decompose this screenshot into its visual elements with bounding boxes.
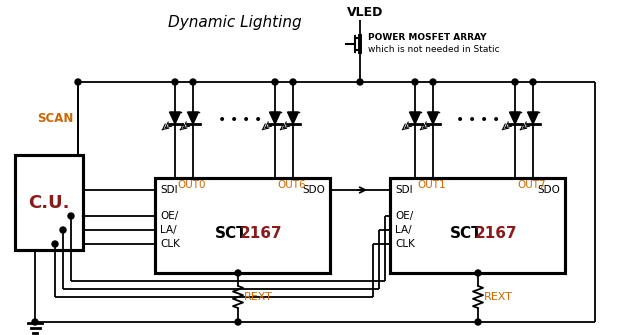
Polygon shape: [269, 112, 281, 124]
Text: REXT: REXT: [244, 292, 273, 302]
Text: SDI: SDI: [395, 185, 413, 195]
Text: C.U.: C.U.: [28, 194, 70, 211]
Circle shape: [530, 79, 536, 85]
Bar: [390, 178, 565, 273]
Polygon shape: [427, 112, 439, 124]
Polygon shape: [187, 112, 199, 124]
Text: •: •: [468, 113, 476, 127]
Text: 2167: 2167: [475, 225, 517, 241]
Polygon shape: [288, 112, 298, 124]
Circle shape: [190, 79, 196, 85]
Circle shape: [32, 319, 38, 325]
Text: SCAN: SCAN: [37, 112, 73, 125]
Text: POWER MOSFET ARRAY: POWER MOSFET ARRAY: [368, 34, 487, 43]
Text: 2167: 2167: [240, 225, 283, 241]
Circle shape: [272, 79, 278, 85]
Polygon shape: [170, 112, 180, 124]
Circle shape: [68, 213, 74, 219]
Circle shape: [412, 79, 418, 85]
Text: •: •: [480, 113, 488, 127]
Circle shape: [75, 79, 81, 85]
Text: OUT7: OUT7: [517, 180, 546, 190]
Text: OE/: OE/: [160, 211, 178, 221]
Text: OUT1: OUT1: [417, 180, 445, 190]
Text: LA/: LA/: [395, 225, 411, 235]
Polygon shape: [528, 112, 538, 124]
Circle shape: [172, 79, 178, 85]
Circle shape: [60, 227, 66, 233]
Circle shape: [290, 79, 296, 85]
Polygon shape: [509, 112, 521, 124]
Text: SDO: SDO: [302, 185, 325, 195]
Text: •: •: [230, 113, 238, 127]
Circle shape: [475, 270, 481, 276]
Text: which is not needed in Static: which is not needed in Static: [368, 46, 500, 55]
Text: OUT0: OUT0: [177, 180, 206, 190]
Text: SCT: SCT: [450, 225, 483, 241]
Text: Dynamic Lighting: Dynamic Lighting: [168, 14, 302, 29]
Circle shape: [52, 241, 58, 247]
Text: •: •: [242, 113, 250, 127]
Text: •: •: [456, 113, 464, 127]
Text: •: •: [492, 113, 500, 127]
Bar: [155, 178, 330, 273]
Circle shape: [235, 319, 241, 325]
Text: •: •: [254, 113, 262, 127]
Text: SCT: SCT: [215, 225, 247, 241]
Text: SDI: SDI: [160, 185, 177, 195]
Circle shape: [235, 270, 241, 276]
Text: •: •: [218, 113, 226, 127]
Text: OE/: OE/: [395, 211, 413, 221]
Bar: [15, 155, 83, 250]
Circle shape: [512, 79, 518, 85]
Text: OUT6: OUT6: [277, 180, 305, 190]
Text: CLK: CLK: [160, 239, 180, 249]
Text: VLED: VLED: [347, 6, 383, 19]
Text: CLK: CLK: [395, 239, 415, 249]
Polygon shape: [410, 112, 420, 124]
Text: REXT: REXT: [484, 292, 513, 302]
Circle shape: [475, 319, 481, 325]
Text: SDO: SDO: [537, 185, 560, 195]
Circle shape: [357, 79, 363, 85]
Text: LA/: LA/: [160, 225, 177, 235]
Circle shape: [430, 79, 436, 85]
